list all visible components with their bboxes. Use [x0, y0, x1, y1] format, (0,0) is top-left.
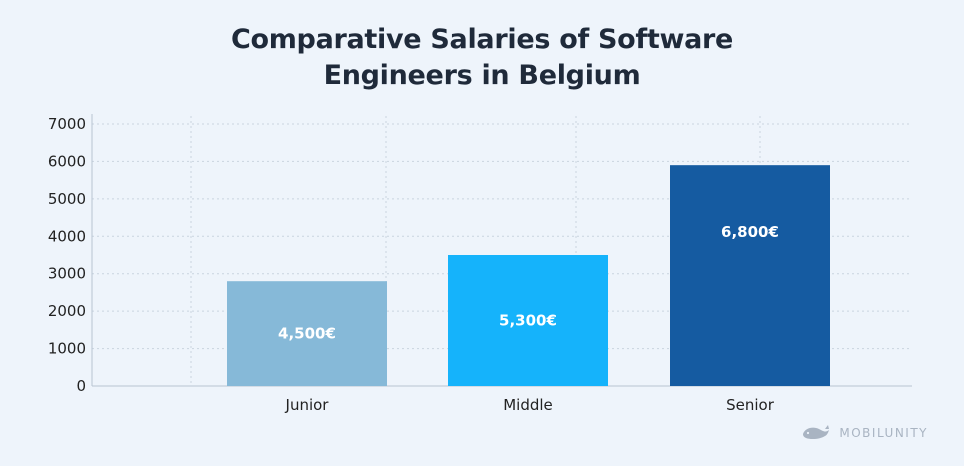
x-tick-label-junior: Junior	[285, 396, 330, 414]
bar-senior	[670, 165, 830, 386]
bar-junior	[227, 281, 387, 386]
watermark: MOBILUNITY	[801, 424, 928, 442]
y-tick-label: 1000	[48, 340, 86, 358]
chart-title-line-2: Engineers in Belgium	[323, 60, 641, 91]
y-tick-label: 2000	[48, 302, 86, 320]
y-tick-label: 6000	[48, 152, 86, 170]
x-tick-label-senior: Senior	[726, 396, 775, 414]
y-tick-label: 0	[76, 377, 86, 395]
y-tick-label: 5000	[48, 190, 86, 208]
x-tick-label-middle: Middle	[503, 396, 553, 414]
bar-middle	[448, 255, 608, 386]
data-label-middle: 5,300€	[499, 312, 557, 330]
y-tick-label: 3000	[48, 265, 86, 283]
chart-title-line-1: Comparative Salaries of Software	[230, 24, 734, 55]
watermark-text: MOBILUNITY	[839, 426, 928, 440]
data-label-senior: 6,800€	[721, 223, 779, 241]
data-label-junior: 4,500€	[278, 325, 336, 343]
whale-logo-icon	[803, 425, 830, 440]
chart-title: Comparative Salaries of Software Enginee…	[0, 22, 964, 94]
y-tick-label: 7000	[48, 115, 86, 133]
y-tick-label: 4000	[48, 227, 86, 245]
